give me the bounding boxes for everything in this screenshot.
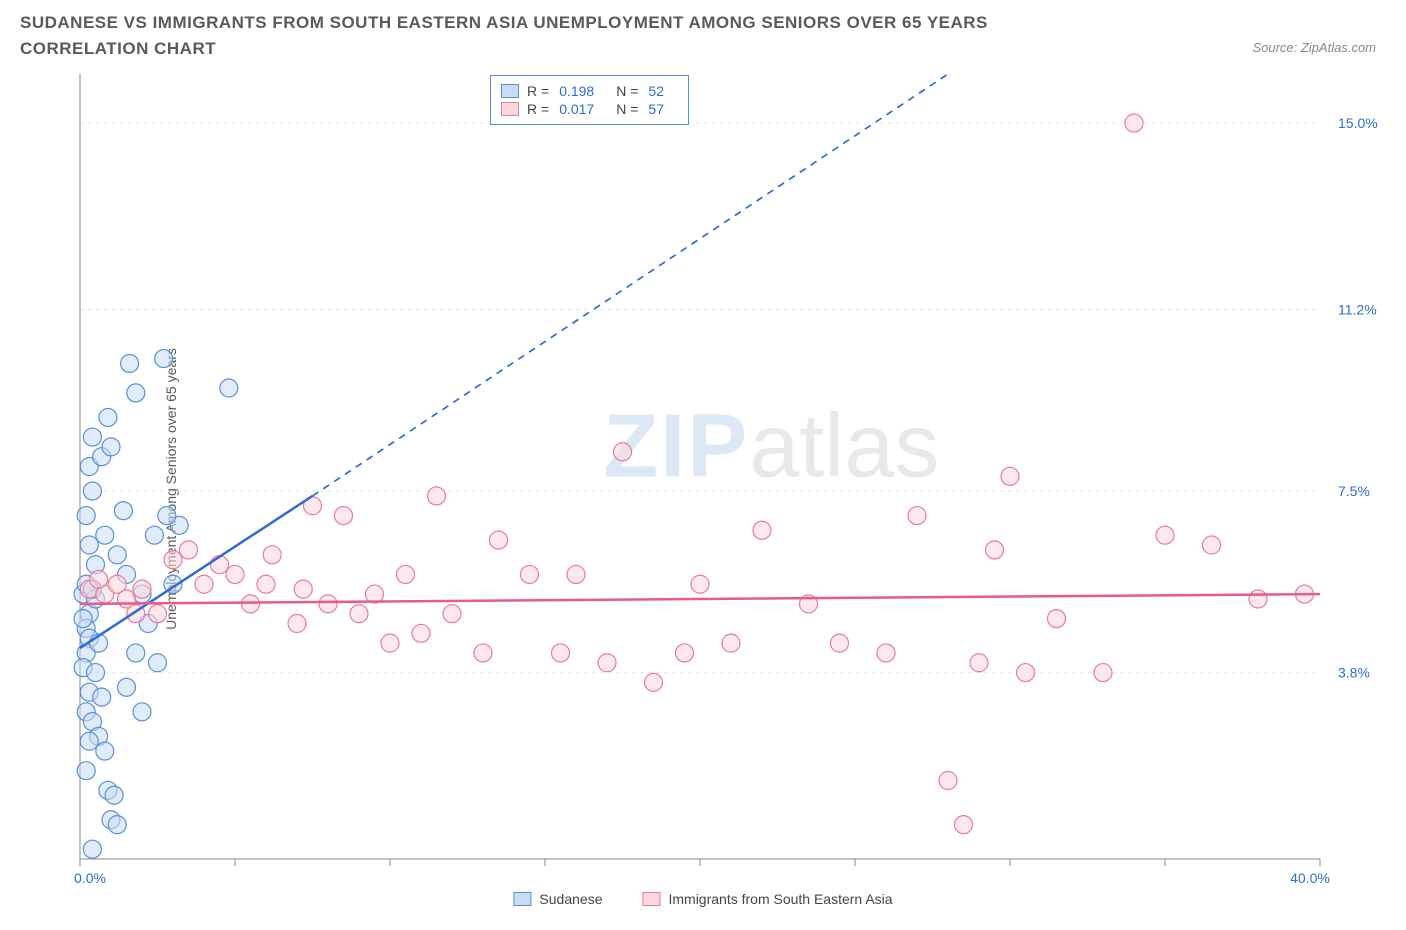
legend-label-sea: Immigrants from South Eastern Asia (668, 891, 892, 907)
legend-swatch-sudanese (501, 84, 519, 98)
svg-text:3.8%: 3.8% (1338, 665, 1370, 681)
legend-stats: R = 0.198 N = 52 R = 0.017 N = 57 (490, 75, 689, 125)
chart-container: Unemployment Among Seniors over 65 years… (20, 69, 1386, 909)
legend-stats-row: R = 0.198 N = 52 (501, 83, 678, 99)
svg-text:40.0%: 40.0% (1290, 870, 1330, 886)
r-value-sea: 0.017 (559, 101, 594, 117)
legend-swatch-sea (501, 102, 519, 116)
legend-item-sea: Immigrants from South Eastern Asia (642, 891, 892, 907)
legend-label-sudanese: Sudanese (539, 891, 602, 907)
legend-stats-row: R = 0.017 N = 57 (501, 101, 678, 117)
legend-swatch-sea (642, 892, 660, 906)
n-label: N = (616, 101, 638, 117)
legend-swatch-sudanese (513, 892, 531, 906)
r-label: R = (527, 83, 549, 99)
chart-header: SUDANESE VS IMMIGRANTS FROM SOUTH EASTER… (20, 10, 1386, 61)
r-value-sudanese: 0.198 (559, 83, 594, 99)
source-attribution: Source: ZipAtlas.com (1252, 40, 1376, 55)
legend-item-sudanese: Sudanese (513, 891, 602, 907)
svg-text:11.2%: 11.2% (1338, 302, 1377, 318)
n-value-sea: 57 (648, 101, 664, 117)
n-label: N = (616, 83, 638, 99)
legend-series: Sudanese Immigrants from South Eastern A… (513, 891, 892, 907)
r-label: R = (527, 101, 549, 117)
svg-text:15.0%: 15.0% (1338, 115, 1378, 131)
chart-title: SUDANESE VS IMMIGRANTS FROM SOUTH EASTER… (20, 10, 1120, 61)
scatter-plot: 3.8% 7.5% 11.2% 15.0% 0.0% 40.0% (70, 69, 1386, 909)
svg-text:7.5%: 7.5% (1338, 483, 1370, 499)
svg-text:0.0%: 0.0% (74, 870, 106, 886)
n-value-sudanese: 52 (648, 83, 664, 99)
